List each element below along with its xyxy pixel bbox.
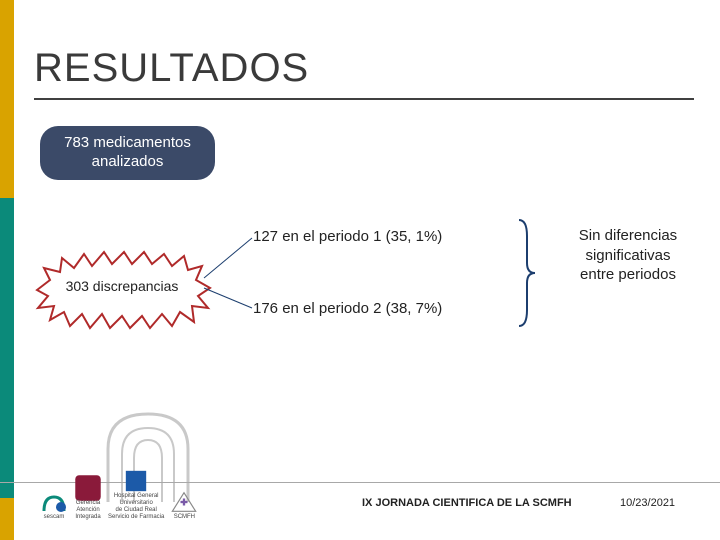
- period-1-text: 127 en el periodo 1 (35, 1%): [253, 228, 442, 245]
- pill-line-2: analizados: [56, 153, 199, 172]
- logo-sescam: sescam: [40, 491, 68, 520]
- bracket-note: Sin diferencias significativas entre per…: [548, 226, 708, 285]
- gerencia-icon: [74, 477, 102, 499]
- pill-medicamentos: 783 medicamentos analizados: [40, 126, 215, 180]
- logo-hospital: Hospital General Universitario de Ciudad…: [108, 470, 164, 520]
- period-2-text: 176 en el periodo 2 (38, 7%): [253, 300, 442, 317]
- note-line-2: significativas: [548, 246, 708, 266]
- title-underline: [34, 98, 694, 100]
- logo-row: sescam Gerencia Atención Integrada Hospi…: [40, 460, 340, 520]
- note-line-1: Sin diferencias: [548, 226, 708, 246]
- scmfh-icon: [170, 491, 198, 513]
- accent-bar-teal: [0, 198, 14, 498]
- starburst-label: 303 discrepancias: [42, 278, 202, 294]
- connector-lines: [200, 230, 260, 310]
- pill-line-1: 783 medicamentos: [56, 134, 199, 153]
- sescam-icon: [40, 491, 68, 513]
- hospital-icon: [122, 470, 150, 492]
- page-title: RESULTADOS: [34, 46, 309, 91]
- logo-scmfh: SCMFH: [170, 491, 198, 520]
- footer-event: IX JORNADA CIENTIFICA DE LA SCMFH: [362, 497, 572, 509]
- curly-bracket: [513, 218, 538, 328]
- footer-date: 10/23/2021: [620, 497, 675, 509]
- note-line-3: entre periodos: [548, 265, 708, 285]
- logo-gerencia: Gerencia Atención Integrada: [74, 477, 102, 520]
